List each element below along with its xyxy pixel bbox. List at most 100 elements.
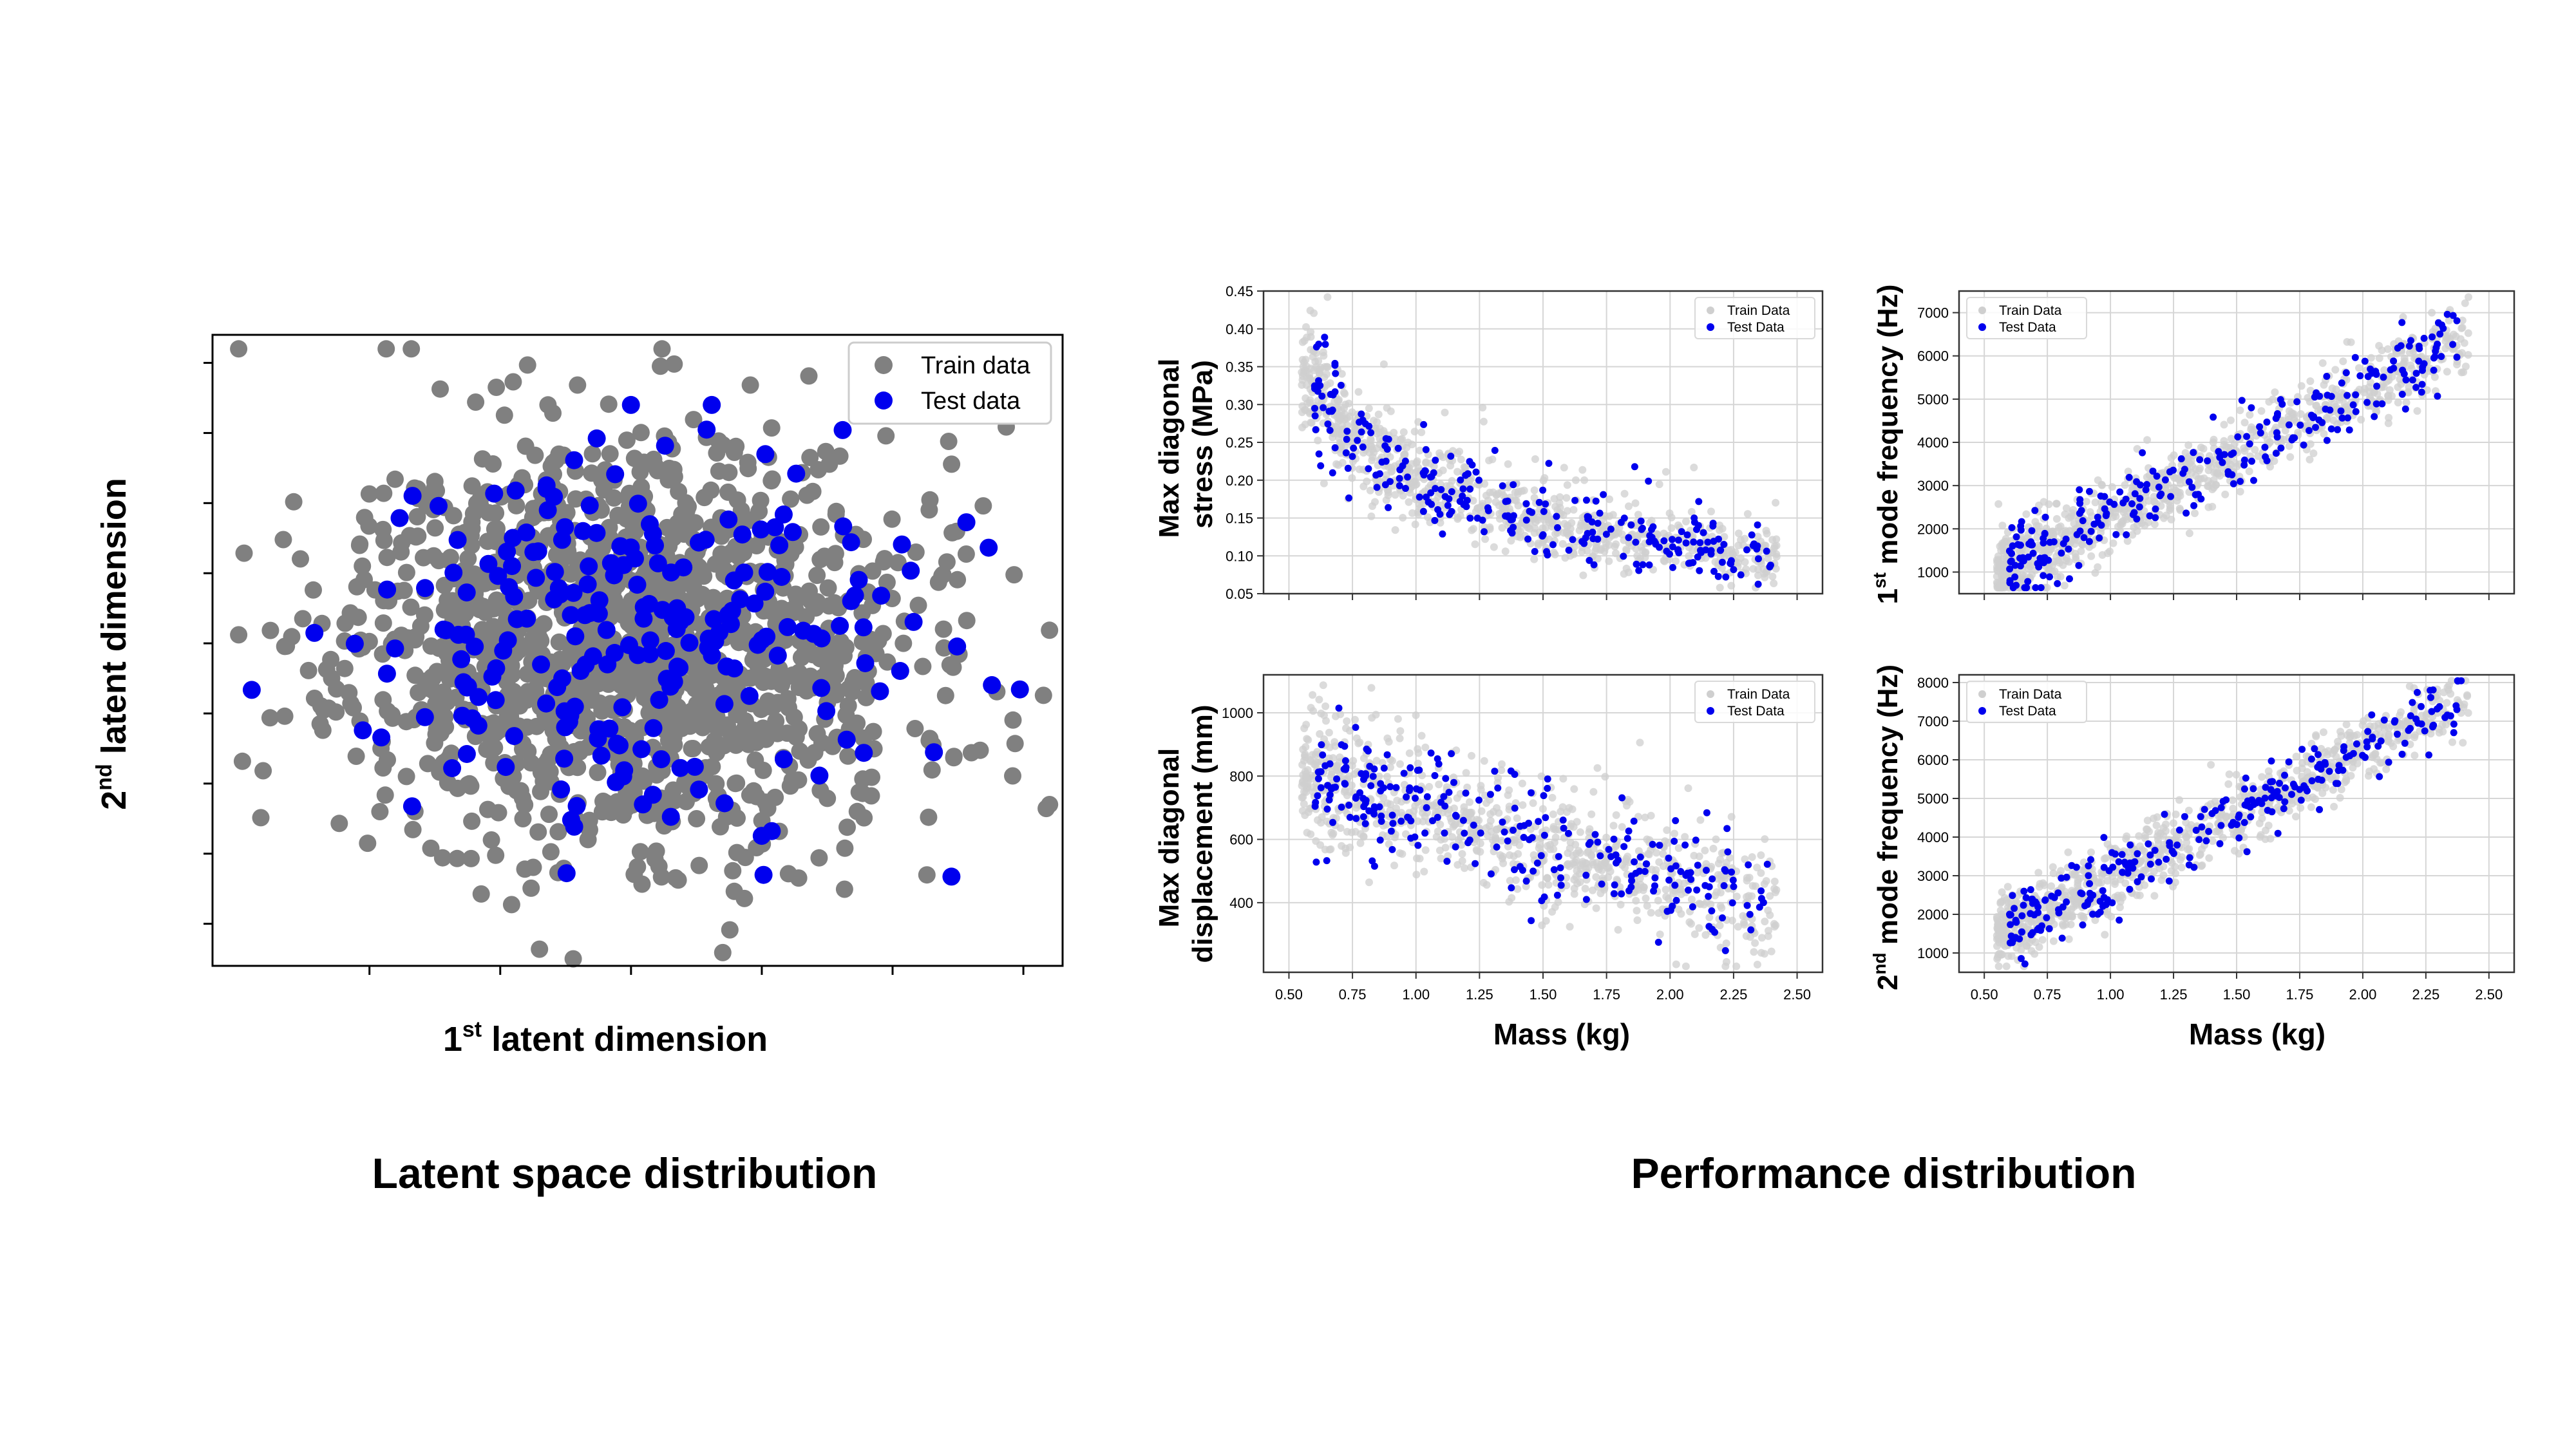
latent-test-point bbox=[697, 420, 715, 438]
legend-test-label: Test Data bbox=[1999, 320, 2056, 335]
perf-train-point bbox=[2307, 440, 2315, 448]
perf-train-point bbox=[2166, 505, 2174, 513]
perf-train-point bbox=[1723, 958, 1730, 966]
perf-test-point bbox=[1720, 541, 1727, 548]
perf-train-point bbox=[1735, 529, 1743, 537]
latent-test-point bbox=[838, 731, 856, 749]
latent-train-point bbox=[772, 664, 790, 681]
perf-train-point bbox=[2453, 361, 2461, 368]
perf-train-point bbox=[1546, 841, 1554, 849]
latent-test-point bbox=[769, 646, 787, 665]
latent-train-point bbox=[659, 461, 676, 478]
perf-train-point bbox=[1634, 511, 1642, 518]
latent-train-point bbox=[525, 630, 542, 647]
latent-test-point bbox=[444, 563, 462, 581]
latent-test-point bbox=[756, 583, 774, 601]
perf-test-point bbox=[1502, 513, 1509, 520]
perf-test-point bbox=[1649, 523, 1656, 531]
latent-test-point bbox=[546, 563, 564, 581]
perf-test-point bbox=[1566, 547, 1573, 554]
perf-train-point bbox=[1446, 462, 1454, 469]
perf-train-point bbox=[1570, 785, 1578, 793]
latent-train-point bbox=[504, 373, 522, 391]
latent-train-point bbox=[802, 592, 820, 610]
perf-test-point bbox=[2438, 353, 2445, 360]
latent-train-point bbox=[261, 622, 279, 639]
perf-train-point bbox=[1490, 543, 1498, 551]
latent-train-point bbox=[351, 537, 368, 554]
latent-train-point bbox=[584, 445, 601, 462]
perf-test-point bbox=[1585, 514, 1592, 521]
perf-train-point bbox=[1580, 476, 1588, 484]
perf-train-point bbox=[1757, 949, 1765, 957]
latent-train-point bbox=[895, 635, 912, 652]
perf-train-point bbox=[2197, 444, 2205, 451]
perf-test-point bbox=[1421, 467, 1428, 475]
latent-test-point bbox=[719, 511, 737, 529]
latent-train-point bbox=[386, 471, 404, 488]
y-tick-label: 0.10 bbox=[1226, 548, 1253, 564]
perf-train-point bbox=[1757, 851, 1765, 859]
latent-test-point bbox=[613, 698, 631, 716]
perf-test-point bbox=[1466, 486, 1473, 493]
latent-train-point bbox=[592, 674, 609, 692]
latent-test-point bbox=[662, 808, 680, 826]
legend-train-marker bbox=[1707, 306, 1714, 314]
latent-test-point bbox=[591, 591, 609, 609]
perf-train-point bbox=[2204, 477, 2212, 485]
perf-test-point bbox=[2162, 476, 2169, 484]
perf-test-point bbox=[1345, 495, 1352, 502]
perf-test-point bbox=[2096, 534, 2103, 542]
latent-test-point bbox=[497, 758, 515, 776]
latent-test-point bbox=[386, 639, 404, 657]
perf-train-point bbox=[1564, 861, 1571, 869]
perf-train-point bbox=[2191, 509, 2199, 517]
perf-train-point bbox=[1561, 554, 1569, 561]
latent-test-point bbox=[430, 497, 448, 515]
perf-test-point bbox=[2058, 550, 2065, 557]
latent-train-point bbox=[1037, 800, 1055, 817]
latent-train-point bbox=[395, 582, 413, 599]
perf-train-point bbox=[1310, 309, 1318, 317]
latent-train-point bbox=[633, 876, 650, 893]
perf-test-point bbox=[2346, 426, 2353, 433]
perf-train-point bbox=[1632, 500, 1640, 507]
perf-train-point bbox=[2306, 377, 2314, 385]
perf-train-point bbox=[1400, 428, 1408, 436]
latent-test-point bbox=[466, 637, 484, 655]
latent-test-point bbox=[611, 537, 629, 555]
perf-train-point bbox=[1597, 545, 1605, 552]
latent-train-point bbox=[361, 486, 378, 503]
perf-test-point bbox=[2225, 471, 2232, 478]
latent-test-point bbox=[598, 621, 616, 639]
latent-train-point bbox=[412, 618, 430, 635]
perf-test-point bbox=[1678, 528, 1685, 535]
perf-test-point bbox=[1727, 560, 1734, 567]
latent-train-point bbox=[445, 507, 462, 524]
perf-train-point bbox=[2246, 467, 2253, 475]
latent-train-point bbox=[729, 491, 746, 509]
perf-test-point bbox=[2133, 516, 2140, 523]
perf-test-point bbox=[1444, 502, 1452, 509]
perf-train-point bbox=[1341, 390, 1349, 398]
latent-train-point bbox=[371, 803, 388, 820]
perf-train-point bbox=[2414, 407, 2421, 415]
perf-train-point bbox=[1365, 404, 1373, 412]
latent-test-point bbox=[646, 536, 664, 554]
latent-train-point bbox=[473, 885, 490, 903]
perf-train-point bbox=[2385, 397, 2392, 404]
perf-train-point bbox=[1499, 853, 1507, 860]
perf-test-point bbox=[2407, 337, 2414, 344]
perf-train-point bbox=[1332, 460, 1340, 468]
latent-train-point bbox=[665, 355, 683, 373]
perf-test-point bbox=[2086, 488, 2093, 495]
perf-train-point bbox=[1517, 527, 1524, 535]
perf-train-point bbox=[1316, 730, 1323, 738]
perf-train-point bbox=[1513, 815, 1521, 822]
latent-train-point bbox=[935, 621, 952, 638]
perf-test-point bbox=[2369, 370, 2376, 377]
latent-train-point bbox=[877, 427, 895, 444]
perf-train-point bbox=[1314, 437, 1321, 444]
latent-train-point bbox=[800, 367, 818, 384]
